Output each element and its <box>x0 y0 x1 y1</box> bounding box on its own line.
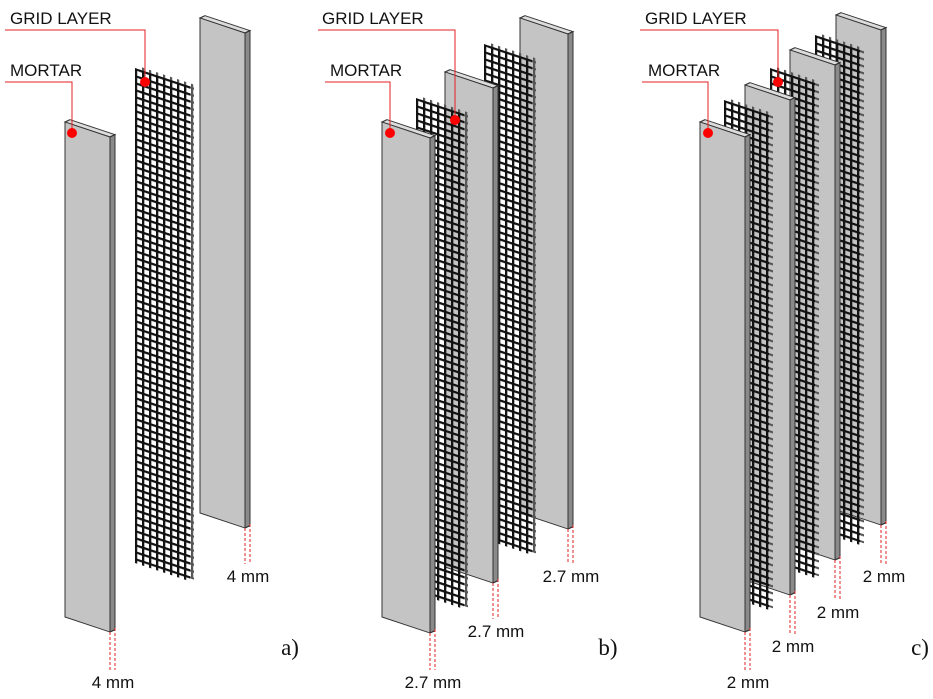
plate-side <box>881 26 886 527</box>
callout-dot <box>140 77 150 87</box>
callout-label: MORTAR <box>330 61 402 80</box>
mortar-plate <box>700 118 750 634</box>
callout-dot <box>450 115 460 125</box>
panel-label: b) <box>598 635 617 660</box>
callout-label: GRID LAYER <box>645 9 747 28</box>
plate-side <box>245 29 250 530</box>
callout-dot <box>703 128 713 138</box>
plate-side <box>835 61 840 562</box>
thickness-label: 2 mm <box>772 637 815 656</box>
thickness-label: 4 mm <box>92 673 135 692</box>
callout-dot <box>67 128 77 138</box>
thickness-label: 2.7 mm <box>405 673 462 692</box>
thickness-label: 2.7 mm <box>468 622 525 641</box>
figure: GRID LAYER MORTAR 4 mm 4 mm a) GRID LAYER MORT… <box>0 0 933 699</box>
mesh-front <box>135 68 190 581</box>
leader-line <box>5 82 72 133</box>
callout-label: GRID LAYER <box>322 9 424 28</box>
panel: GRID LAYER MORTAR 4 mm 4 mm a) <box>5 9 299 692</box>
mortar-plate <box>200 14 250 530</box>
panel-label: c) <box>911 635 929 660</box>
leader-line <box>325 82 390 133</box>
thickness-label: 4 mm <box>227 567 270 586</box>
plate-front <box>382 122 430 633</box>
panel-label: a) <box>281 635 299 660</box>
plate-side <box>493 84 498 585</box>
thickness-label: 2 mm <box>863 567 906 586</box>
plate-front <box>200 18 245 528</box>
callout-dot <box>385 128 395 138</box>
thickness-label: 2 mm <box>817 603 860 622</box>
callout-label: MORTAR <box>648 61 720 80</box>
callout-label: GRID LAYER <box>10 9 112 28</box>
plate-front <box>700 122 745 632</box>
panel: GRID LAYER MORTAR 2.7 mm 2.7 mm 2.7 mm b) <box>318 9 618 692</box>
mortar-plate <box>382 118 435 635</box>
plate-side <box>430 134 435 635</box>
callout-dot <box>773 77 783 87</box>
grid-layer <box>135 65 194 583</box>
plate-side <box>790 96 795 597</box>
thickness-label: 2 mm <box>727 673 770 692</box>
plate-side <box>568 30 573 531</box>
plate-side <box>110 133 115 634</box>
mortar-plate <box>65 118 115 634</box>
thickness-label: 2.7 mm <box>543 567 600 586</box>
leader-line <box>642 82 708 133</box>
callout-label: MORTAR <box>10 61 82 80</box>
plate-side <box>745 133 750 634</box>
plate-front <box>65 122 110 632</box>
